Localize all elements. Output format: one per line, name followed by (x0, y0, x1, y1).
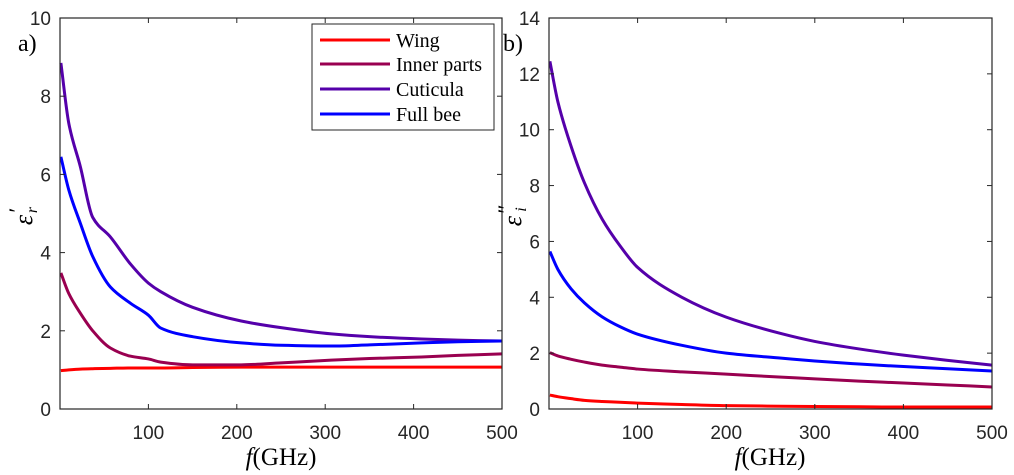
panel-b-y-tick-label-0: 0 (529, 400, 540, 421)
panel-a-x-tick-label-500: 500 (486, 423, 518, 444)
panel-b-x-tick-label-300: 300 (799, 423, 831, 444)
panel-a-y-label-sub: r (24, 206, 41, 213)
panel-b-y-tick-label-4: 4 (529, 288, 540, 309)
panel-a-series (59, 62, 503, 373)
panel-b-ticks: 100 200 300 400 500 0 2 4 6 8 10 12 14 (519, 9, 1008, 444)
panel-b-x-label-var: f (735, 444, 745, 471)
panel-a-series-wing (60, 365, 502, 373)
panel-b-series-inner-parts (549, 351, 993, 389)
panel-b-y-label-base: ε (498, 215, 527, 226)
panel-b-series-cuticula (548, 61, 993, 367)
legend-label-full-bee: Full bee (396, 104, 461, 126)
legend-label-cuticula: Cuticula (396, 79, 464, 101)
panel-b-series-full-bee (548, 250, 993, 373)
panel-b-x-tick-label-400: 400 (888, 423, 920, 444)
panel-a-label: a) (18, 31, 37, 57)
panel-b-y-tick-label-12: 12 (519, 65, 540, 86)
legend-label-inner-parts: Inner parts (396, 54, 482, 76)
panel-a-y-label-prime: ′ (4, 208, 29, 214)
panel-b-y-label: ε″i (493, 205, 530, 226)
panel-b: 100 200 300 400 500 0 2 4 6 8 10 12 14 b) ε″i f(GHz) (493, 9, 1008, 471)
panel-b-x-label-unit: (GHz) (742, 444, 806, 471)
panel-b-axes-frame (548, 17, 993, 410)
panel-b-label: b) (503, 31, 523, 57)
svg-text:ε″i: ε″i (493, 205, 530, 226)
panel-b-y-tick-label-2: 2 (529, 344, 540, 365)
panel-b-y-tick-label-6: 6 (529, 232, 540, 253)
panel-b-series (548, 61, 993, 409)
panel-a-series-full-bee (59, 156, 503, 348)
panel-a-y-tick-label-6: 6 (40, 165, 51, 186)
panel-b-y-tick-label-10: 10 (519, 121, 540, 142)
panel-a-series-cuticula (59, 62, 503, 343)
panel-a-y-label-base: ε (9, 214, 38, 225)
panel-a-y-tick-label-0: 0 (40, 400, 51, 421)
legend-box (311, 23, 495, 131)
legend-entry-inner-parts: Inner parts (320, 54, 482, 76)
panel-b-y-tick-label-14: 14 (519, 9, 541, 30)
panel-a-ticks: 100 200 300 400 500 0 2 4 6 8 10 (30, 9, 518, 444)
svg-text:ε′r: ε′r (4, 206, 41, 225)
panel-b-y-label-prime: ″ (493, 205, 518, 215)
panel-a-x-tick-label-300: 300 (309, 423, 341, 444)
panel-b-y-label-sub: i (513, 207, 530, 211)
legend: Wing Inner parts Cuticula Full bee (311, 23, 495, 131)
panel-a-x-tick-label-100: 100 (133, 423, 165, 444)
panel-b-series-wing (549, 393, 992, 409)
panel-a: 100 200 300 400 500 0 2 4 6 8 10 a) ε′r f(GHz) Win… (4, 9, 518, 471)
legend-label-wing: Wing (396, 30, 440, 52)
panel-b-x-tick-label-200: 200 (710, 423, 742, 444)
panel-a-x-label-unit: (GHz) (253, 444, 317, 471)
panel-b-x-tick-label-500: 500 (976, 423, 1008, 444)
panel-a-y-tick-label-10: 10 (30, 9, 51, 30)
panel-a-axes-frame (59, 17, 503, 410)
panel-a-y-label: ε′r (4, 206, 41, 225)
panel-a-x-label-var: f (246, 444, 256, 471)
panel-a-series-inner-parts (59, 272, 503, 367)
legend-entry-cuticula: Cuticula (320, 79, 464, 101)
panel-b-x-tick-label-100: 100 (622, 423, 654, 444)
panel-a-x-tick-label-200: 200 (221, 423, 253, 444)
panel-a-y-tick-label-8: 8 (40, 87, 51, 108)
legend-entry-full-bee: Full bee (320, 104, 461, 126)
panel-a-x-tick-label-400: 400 (398, 423, 430, 444)
panel-b-x-label: f(GHz) (735, 444, 806, 471)
panel-a-y-tick-label-4: 4 (40, 244, 51, 265)
panel-a-y-tick-label-2: 2 (40, 322, 51, 343)
legend-entry-wing: Wing (320, 30, 440, 52)
panel-a-x-label: f(GHz) (246, 444, 317, 471)
panel-b-y-tick-label-8: 8 (529, 177, 540, 198)
